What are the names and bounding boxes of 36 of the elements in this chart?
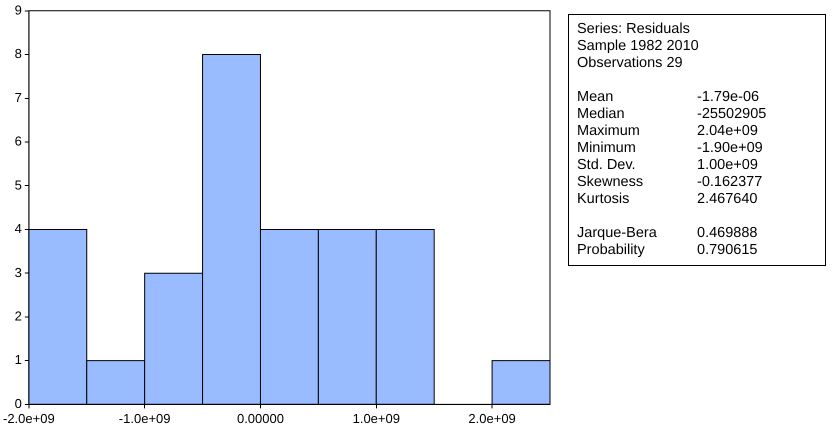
- y-tick-label: 5: [14, 177, 22, 192]
- text: 0.469888: [697, 225, 758, 241]
- category-label: Maximum: [577, 123, 641, 140]
- y-tick-label: 0: [14, 396, 22, 411]
- category-label: Std. Dev.: [577, 157, 637, 174]
- y-tick-label: 6: [14, 134, 22, 149]
- text: Sample 1982 2010: [577, 38, 700, 55]
- x-tick-label: 2.0e+09: [468, 410, 516, 426]
- text: 2.467640: [697, 191, 758, 207]
- text: Observations 29: [577, 55, 684, 72]
- x-tick-label: -1.0e+09: [118, 410, 170, 426]
- y-tick-label: 2: [14, 308, 22, 324]
- category-label: Median: [577, 106, 626, 123]
- category-label: Mean: [577, 89, 614, 106]
- category-label: Jarque-Bera: [577, 225, 658, 242]
- category-label: Probability: [577, 242, 646, 259]
- text: 0.790615: [697, 242, 758, 258]
- text: -1.90e+09: [697, 140, 763, 156]
- text: Series: Residuals: [577, 21, 691, 38]
- x-tick-label: -2.0e+09: [3, 410, 55, 426]
- y-tick-label: 3: [14, 264, 22, 280]
- text: 2.04e+09: [697, 123, 758, 139]
- text: -0.162377: [697, 174, 762, 190]
- y-tick-label: 4: [14, 221, 22, 236]
- y-tick-label: 7: [14, 90, 22, 105]
- text: -1.79e-06: [697, 89, 760, 105]
- text: 1.00e+09: [697, 157, 758, 173]
- y-tick-label: 1: [14, 352, 22, 368]
- category-label: Minimum: [577, 140, 637, 157]
- y-tick-label: 8: [14, 46, 22, 62]
- category-label: Kurtosis: [577, 191, 630, 208]
- y-tick-label: 9: [14, 2, 22, 18]
- category-label: Skewness: [577, 174, 644, 191]
- text: -25502905: [697, 106, 766, 122]
- x-tick-label: 0.00000: [236, 410, 284, 426]
- x-tick-label: 1.0e+09: [352, 410, 400, 426]
